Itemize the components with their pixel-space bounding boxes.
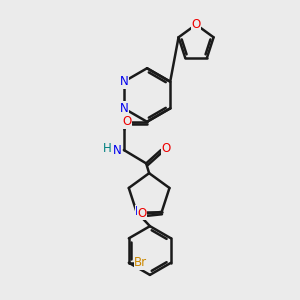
Text: O: O [137, 207, 147, 220]
Text: O: O [122, 115, 131, 128]
Text: O: O [162, 142, 171, 155]
Text: O: O [191, 18, 201, 31]
Text: Br: Br [134, 256, 147, 269]
Text: N: N [119, 102, 128, 115]
Text: N: N [119, 75, 128, 88]
Text: H: H [103, 142, 112, 155]
Text: N: N [135, 206, 144, 218]
Text: N: N [113, 143, 122, 157]
